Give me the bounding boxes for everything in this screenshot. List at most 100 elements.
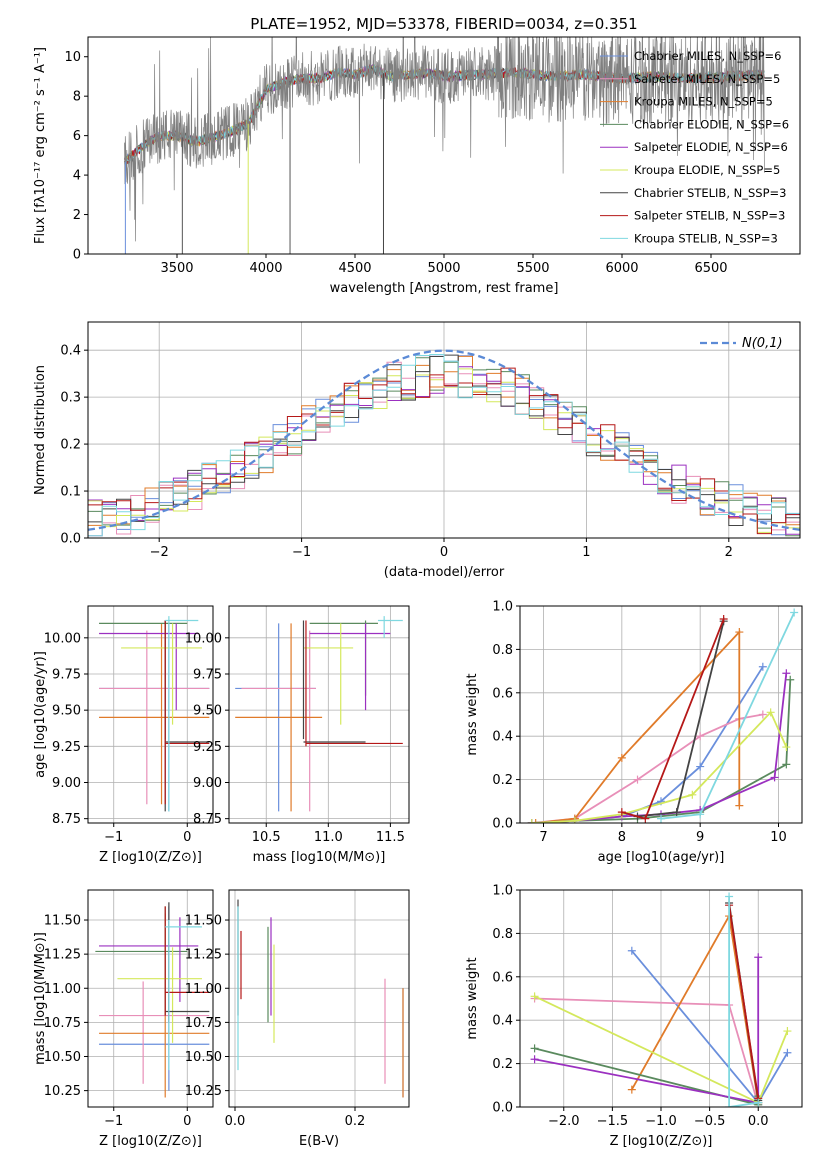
- weight-marker-8: [725, 892, 734, 901]
- weight-marker-8: [790, 608, 799, 617]
- x-axis-label: Z [log10(Z/Z⊙)]: [99, 850, 202, 865]
- axes-frame: [87, 889, 214, 1108]
- y-tick-label: 1.0: [492, 600, 513, 615]
- y-tick-label: 0: [73, 248, 81, 263]
- weight-marker-2: [627, 1085, 636, 1094]
- axes-frame: [228, 605, 410, 824]
- panel-spectrum: 3500 4000 4500 5000 5500 6000 6500 0 2 4 6 8 10 wavel…: [33, 15, 801, 296]
- x-tick-label: 9: [696, 830, 704, 845]
- x-axis-label: (data-model)/error: [384, 565, 505, 580]
- weight-marker-4: [782, 669, 791, 678]
- axes-frame: [228, 889, 410, 1108]
- y-tick-label: 0.6: [492, 686, 513, 701]
- plot-area: [520, 890, 802, 1107]
- legend-label: Chabrier STELIB, N_SSP=3: [634, 186, 786, 200]
- x-tick-label: −1.5: [597, 1114, 629, 1129]
- weight-marker-6: [672, 808, 681, 817]
- weight-marker-0: [783, 1048, 792, 1057]
- y-tick-label: 10.25: [44, 1084, 81, 1099]
- weight-marker-3: [530, 1044, 539, 1053]
- weight-line-4: [534, 957, 760, 1104]
- y-tick-label: 11.25: [185, 948, 222, 963]
- weight-marker-1: [633, 775, 642, 784]
- weight-marker-5: [783, 1027, 792, 1036]
- y-axis-label: Flux [fλ10⁻¹⁷ erg cm⁻² s⁻¹ A⁻¹]: [33, 47, 48, 244]
- x-tick-label: 2: [725, 545, 733, 560]
- y-tick-label: 9.75: [52, 667, 81, 682]
- y-tick-label: 10.00: [185, 631, 222, 646]
- y-tick-label: 9.25: [193, 740, 222, 755]
- x-axis-label: wavelength [Angstrom, rest frame]: [330, 281, 559, 296]
- y-tick-label: 0.1: [60, 485, 81, 500]
- weight-marker-8: [657, 814, 665, 823]
- weight-marker-5: [782, 743, 791, 752]
- y-tick-label: 10.25: [185, 1084, 222, 1099]
- y-tick-label: 8.75: [52, 812, 81, 827]
- weight-marker-0: [627, 946, 636, 955]
- x-tick-label: 11.5: [376, 830, 405, 845]
- weight-line-7: [728, 905, 760, 1099]
- x-tick-label: 10.5: [252, 830, 281, 845]
- x-tick-label: 4500: [338, 261, 371, 276]
- y-tick-label: 0.6: [492, 970, 513, 985]
- weight-marker-8: [754, 1098, 763, 1107]
- y-tick-label: 11.50: [44, 914, 81, 929]
- weight-marker-5: [530, 992, 539, 1001]
- x-tick-label: 5000: [427, 261, 460, 276]
- legend-label: Kroupa ELODIE, N_SSP=5: [634, 163, 780, 177]
- x-tick-label: −1.0: [645, 1114, 677, 1129]
- plot-area: [88, 322, 800, 538]
- y-tick-label: 0.4: [492, 730, 513, 745]
- weight-marker-8: [725, 1103, 734, 1107]
- weight-marker-5: [688, 790, 697, 799]
- y-tick-label: 0.0: [60, 532, 81, 547]
- panel-age-Z: −1 0 8.75 9.00 9.25 9.50 9.75 10.00 Z [log10(Z/Z…: [33, 605, 214, 865]
- x-tick-label: 11.0: [314, 830, 343, 845]
- y-axis-label: mass [log10(M/M⊙)]: [33, 932, 48, 1065]
- plot-area: [88, 606, 213, 823]
- x-tick-label: 3500: [160, 261, 193, 276]
- weight-marker-3: [782, 760, 791, 769]
- y-tick-label: 0.2: [60, 438, 81, 453]
- y-tick-label: 11.00: [185, 982, 222, 997]
- weight-line-2: [631, 913, 760, 1103]
- weight-line-7: [621, 618, 725, 820]
- panel-age-mass: 10.5 11.0 11.5 8.75 9.00 9.25 9.50 9.75 10.00 mas…: [185, 605, 410, 865]
- x-tick-label: −1: [104, 1114, 123, 1129]
- y-tick-label: 0.0: [492, 1101, 513, 1116]
- y-tick-label: 0.8: [492, 927, 513, 942]
- weight-marker-7: [719, 615, 728, 624]
- x-tick-label: 8: [618, 830, 626, 845]
- x-tick-label: 0: [440, 545, 448, 560]
- y-tick-label: 10.00: [44, 631, 81, 646]
- legend-label: Salpeter MILES, N_SSP=5: [634, 72, 780, 86]
- y-tick-label: 8.75: [193, 812, 222, 827]
- x-tick-label: 1: [582, 545, 590, 560]
- x-axis-label: Z [log10(Z/Z⊙)]: [99, 1134, 202, 1149]
- x-tick-label: −1: [292, 545, 311, 560]
- weight-marker-3: [786, 675, 795, 684]
- x-tick-label: 5500: [516, 261, 549, 276]
- observed-spectrum: [124, 37, 765, 242]
- legend-label: Chabrier MILES, N_SSP=6: [634, 49, 781, 63]
- weight-marker-4: [530, 1055, 539, 1064]
- x-tick-label: 7: [539, 830, 547, 845]
- weight-marker-5: [570, 816, 579, 823]
- y-tick-label: 8: [73, 90, 81, 105]
- plot-area: [229, 606, 409, 823]
- y-tick-label: 10: [64, 50, 81, 65]
- plot-area: [229, 890, 409, 1107]
- plot-area: [520, 606, 802, 823]
- legend-label: Kroupa MILES, N_SSP=5: [634, 95, 773, 109]
- histogram-8: [88, 354, 800, 537]
- legend-label: Salpeter ELODIE, N_SSP=6: [634, 140, 788, 154]
- axes-frame: [87, 605, 214, 824]
- y-axis-label: age [log10(age/yr)]: [33, 651, 48, 778]
- x-axis-label: E(B-V): [299, 1134, 339, 1149]
- y-tick-label: 10.50: [185, 1050, 222, 1065]
- y-tick-label: 11.25: [44, 948, 81, 963]
- legend-label: Salpeter STELIB, N_SSP=3: [634, 209, 785, 223]
- weight-marker-0: [758, 662, 767, 671]
- y-tick-label: 9.00: [193, 776, 222, 791]
